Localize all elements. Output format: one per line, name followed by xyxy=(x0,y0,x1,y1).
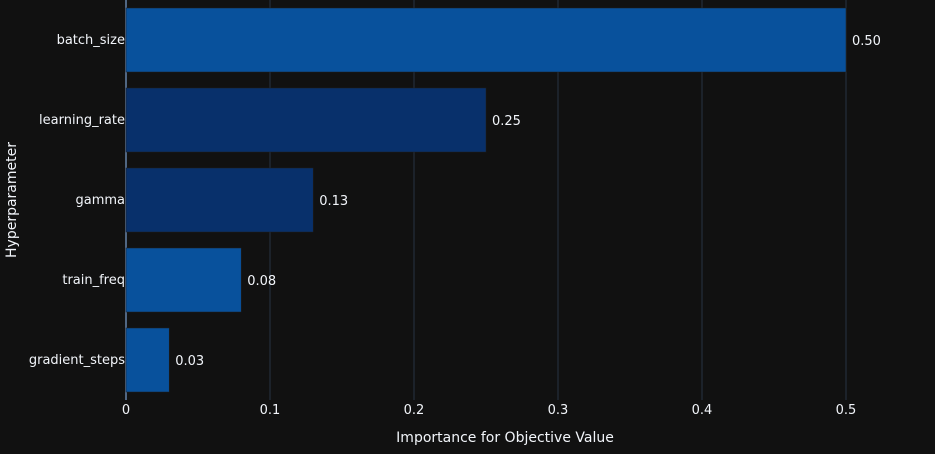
bar-gradient-steps xyxy=(125,327,170,393)
x-tick-label: 0 xyxy=(122,403,130,418)
x-tick-label: 0.2 xyxy=(404,403,425,418)
y-tick-label: gamma xyxy=(75,193,125,208)
bar-layer xyxy=(125,7,847,393)
x-axis-title: Importance for Objective Value xyxy=(396,430,614,446)
bar-learning-rate xyxy=(125,87,487,153)
axis-layer: 0 0.1 0.2 0.3 0.4 0.5 batch_size learning_rateg… xyxy=(29,33,857,418)
x-tick-label: 0.4 xyxy=(692,403,713,418)
bar-value-label: 0.25 xyxy=(492,114,521,129)
y-tick-label: batch_size xyxy=(57,33,125,48)
bar-value-label: 0.13 xyxy=(319,194,348,209)
x-tick-label: 0.5 xyxy=(836,403,857,418)
bar-value-label: 0.50 xyxy=(852,34,881,49)
y-tick-label: train_freq xyxy=(62,273,125,288)
bar-gamma xyxy=(125,167,314,233)
label-layer: 0.50 0.25 0.13 0.08 0.03 xyxy=(175,34,881,369)
bar-value-label: 0.08 xyxy=(247,274,276,289)
bar-value-label: 0.03 xyxy=(175,354,204,369)
y-axis-title: Hyperparameter xyxy=(4,142,20,258)
bar-train-freq xyxy=(125,247,242,313)
x-tick-label: 0.1 xyxy=(260,403,281,418)
bar-batch-size xyxy=(125,7,847,73)
y-tick-label: learning_rate xyxy=(39,113,125,128)
x-tick-label: 0.3 xyxy=(548,403,569,418)
y-tick-label: gradient_steps xyxy=(29,353,125,368)
